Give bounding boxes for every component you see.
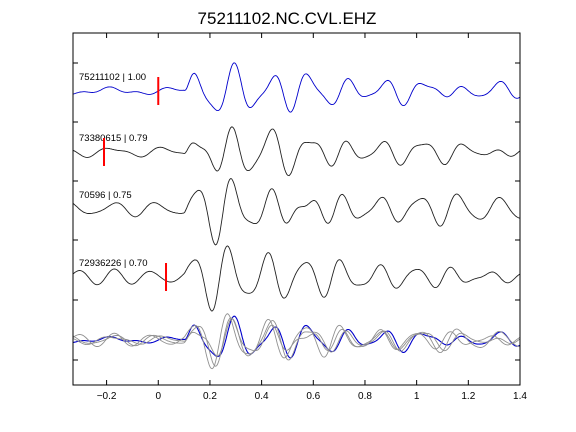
- trace-label-1: 75211102 | 1.00: [79, 72, 146, 83]
- x-tick-label-3: 0.2: [203, 391, 217, 402]
- x-tick-label-2: 0: [155, 391, 161, 402]
- trace-line-2: [72, 126, 521, 177]
- ticks-layer: −0.2 0 0.2 0.4 0.6 0.8 1 1.2 1.4: [73, 33, 527, 402]
- stack-trace-4: [72, 313, 521, 370]
- trace-label-4: 72936226 | 0.70: [79, 258, 148, 269]
- trace-line-4: [72, 245, 521, 312]
- trace-label-2: 73380615 | 0.79: [79, 133, 148, 144]
- x-tick-label-1: −0.2: [97, 391, 117, 402]
- x-tick-label-4: 0.4: [255, 391, 269, 402]
- trace-line-1: [72, 62, 521, 113]
- stack-trace-1: [72, 315, 521, 359]
- x-tick-label-7: 1: [414, 391, 420, 402]
- trace-line-3: [72, 178, 521, 246]
- x-tick-label-9: 1.4: [513, 391, 527, 402]
- chart-title: 75211102.NC.CVL.EHZ: [198, 9, 377, 28]
- x-tick-label-8: 1.2: [461, 391, 475, 402]
- stack-trace-3: [72, 317, 521, 367]
- trace-label-3: 70596 | 0.75: [79, 190, 132, 201]
- stack-trace-2: [72, 318, 521, 361]
- traces-layer: 75211102 | 1.00 73380615 | 0.79 70596 | 0.…: [72, 62, 521, 370]
- x-tick-label-5: 0.6: [306, 391, 320, 402]
- plot-frame: [72, 32, 521, 386]
- x-tick-label-6: 0.8: [358, 391, 372, 402]
